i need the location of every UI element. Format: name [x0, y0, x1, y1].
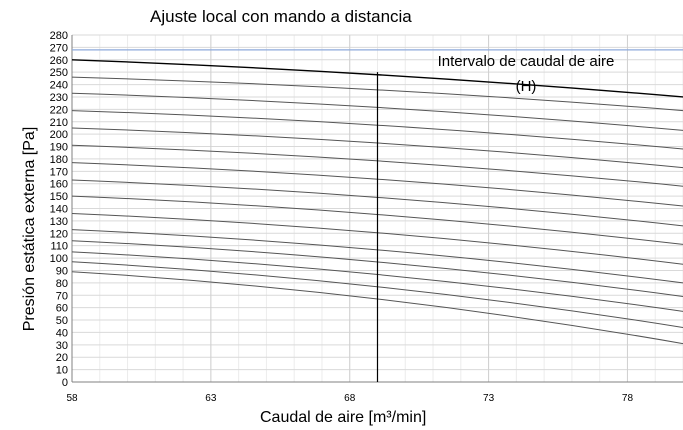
y-tick-label: 180 [50, 154, 68, 166]
y-tick-label: 240 [50, 80, 68, 92]
x-axis-label: Caudal de aire [m³/min] [260, 409, 427, 426]
y-tick-label: 60 [56, 303, 68, 315]
y-tick-label: 10 [56, 365, 68, 377]
y-tick-label: 250 [50, 67, 68, 79]
y-tick-label: 80 [56, 278, 68, 290]
y-tick-label: 200 [50, 129, 68, 141]
y-tick-label: 270 [50, 42, 68, 54]
y-tick-label: 120 [50, 228, 68, 240]
y-tick-label: 150 [50, 191, 68, 203]
y-tick-label: 100 [50, 253, 68, 265]
x-tick-label: 78 [622, 393, 634, 404]
y-tick-label: 140 [50, 204, 68, 216]
y-tick-label: 90 [56, 265, 68, 277]
y-tick-label: 110 [50, 241, 68, 253]
y-tick-label: 160 [50, 179, 68, 191]
x-tick-label: 68 [344, 393, 356, 404]
y-tick-label: 170 [50, 166, 68, 178]
y-axis-label: Presión estática externa [Pa] [21, 126, 38, 332]
y-tick-label: 280 [50, 30, 68, 42]
y-tick-label: 190 [50, 142, 68, 154]
x-tick-label: 73 [483, 393, 495, 404]
y-tick-label: 30 [56, 340, 68, 352]
y-tick-label: 0 [62, 377, 68, 389]
y-tick-label: 210 [50, 117, 68, 129]
y-tick-label: 220 [50, 104, 68, 116]
x-tick-label: 58 [66, 393, 78, 404]
y-tick-label: 130 [50, 216, 68, 228]
annotation-line-1: Intervalo de caudal de aire [437, 53, 615, 70]
y-tick-label: 260 [50, 55, 68, 67]
y-tick-label: 40 [56, 327, 68, 339]
y-tick-label: 50 [56, 315, 68, 327]
airflow-range-annotation: Intervalo de caudal de aire (H) [415, 49, 637, 99]
y-tick-label: 70 [56, 290, 68, 302]
chart-title: Ajuste local con mando a distancia [150, 7, 412, 26]
x-tick-label: 63 [205, 393, 217, 404]
y-tick-label: 20 [56, 352, 68, 364]
y-tick-label: 230 [50, 92, 68, 104]
annotation-line-2: (H) [515, 78, 537, 95]
